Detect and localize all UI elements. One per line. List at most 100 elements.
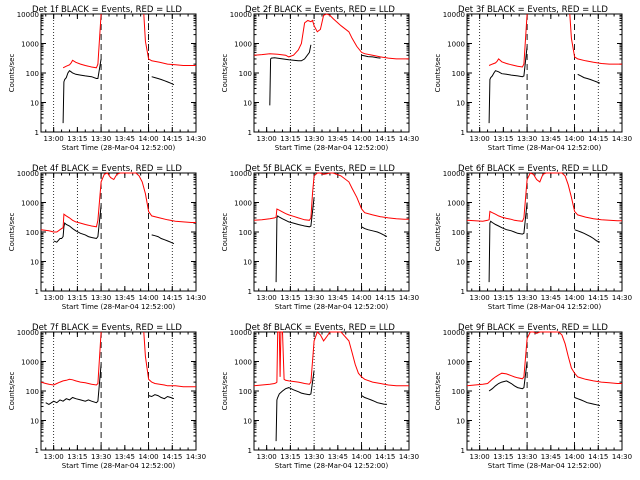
x-tick-label: 14:00 xyxy=(138,135,158,143)
y-axis-label: Counts/sec xyxy=(8,213,16,252)
y-tick-label: 10 xyxy=(30,100,39,108)
lld-series-line xyxy=(488,13,528,68)
x-tick-label: 14:15 xyxy=(375,135,395,143)
x-tick-label: 13:30 xyxy=(304,453,324,461)
x-tick-label: 14:15 xyxy=(375,453,395,461)
y-tick-label: 1 xyxy=(461,129,465,137)
y-tick-label: 10000 xyxy=(230,170,252,178)
events-series-line xyxy=(361,226,388,238)
events-series-line xyxy=(488,202,528,283)
x-tick-label: 14:15 xyxy=(375,294,395,302)
y-tick-label: 1000 xyxy=(447,359,465,367)
x-tick-label: 14:00 xyxy=(564,135,584,143)
plot-frame xyxy=(40,13,197,133)
panel-det-4f: Det 4f BLACK = Events, RED = LLD 1 10 100 10… xyxy=(8,164,206,311)
y-tick-label: 10 xyxy=(456,100,465,108)
y-tick-label: 10 xyxy=(243,259,252,267)
events-series-line xyxy=(275,197,315,283)
y-tick-label: 1 xyxy=(461,288,465,296)
y-tick-label: 100 xyxy=(239,388,252,396)
x-tick-label: 13:00 xyxy=(44,135,64,143)
x-tick-label: 14:00 xyxy=(138,453,158,461)
y-tick-label: 10 xyxy=(243,100,252,108)
x-tick-label: 13:45 xyxy=(328,294,348,302)
x-axis-label: Start Time (28-Mar-04 12:52:00) xyxy=(488,144,602,152)
y-tick-label: 100 xyxy=(452,70,465,78)
lld-series-line xyxy=(253,13,409,60)
y-tick-label: 1000 xyxy=(234,359,252,367)
y-tick-label: 10000 xyxy=(17,329,39,337)
y-tick-label: 10000 xyxy=(443,170,465,178)
x-tick-label: 14:30 xyxy=(186,294,206,302)
lld-series-line xyxy=(569,13,622,65)
x-tick-label: 13:00 xyxy=(257,453,277,461)
lld-series-line xyxy=(62,13,102,69)
x-tick-label: 14:30 xyxy=(399,294,419,302)
y-axis-label: Counts/sec xyxy=(221,213,229,252)
x-tick-label: 14:00 xyxy=(564,294,584,302)
x-axis-label: Start Time (28-Mar-04 12:52:00) xyxy=(488,462,602,470)
y-tick-label: 1 xyxy=(461,447,465,455)
x-tick-label: 14:30 xyxy=(186,453,206,461)
y-axis-label: Counts/sec xyxy=(434,372,442,411)
y-tick-label: 1 xyxy=(248,129,252,137)
events-series-line xyxy=(361,395,387,405)
x-axis-label: Start Time (28-Mar-04 12:52:00) xyxy=(488,303,602,311)
plot-frame xyxy=(466,13,623,133)
x-axis-label: Start Time (28-Mar-04 12:52:00) xyxy=(62,462,176,470)
y-axis-label: Counts/sec xyxy=(221,54,229,93)
x-tick-label: 14:30 xyxy=(186,135,206,143)
events-series-line xyxy=(275,370,315,442)
lld-series-line xyxy=(253,331,409,387)
y-tick-label: 10 xyxy=(456,418,465,426)
events-series-line xyxy=(151,76,175,86)
y-tick-label: 1000 xyxy=(234,200,252,208)
events-series-line xyxy=(151,234,175,245)
y-axis-label: Counts/sec xyxy=(434,54,442,93)
y-tick-label: 1000 xyxy=(447,200,465,208)
x-tick-label: 13:00 xyxy=(257,135,277,143)
events-series-line xyxy=(574,397,601,407)
panel-det-8f: Det 8f BLACK = Events, RED = LLD 1 10 100 10… xyxy=(221,323,419,470)
y-tick-label: 100 xyxy=(26,229,39,237)
x-tick-label: 14:30 xyxy=(612,294,632,302)
x-tick-label: 14:30 xyxy=(399,135,419,143)
x-tick-label: 13:45 xyxy=(541,294,561,302)
x-tick-label: 14:15 xyxy=(588,135,608,143)
x-tick-label: 13:15 xyxy=(280,135,300,143)
lld-series-line xyxy=(143,13,196,66)
y-tick-label: 1000 xyxy=(21,41,39,49)
events-series-line xyxy=(148,394,175,400)
x-tick-label: 13:15 xyxy=(67,135,87,143)
y-tick-label: 10000 xyxy=(17,170,39,178)
x-tick-label: 13:15 xyxy=(493,294,513,302)
x-tick-label: 13:30 xyxy=(304,135,324,143)
x-tick-label: 13:00 xyxy=(470,135,490,143)
plot-frame xyxy=(466,331,623,451)
y-tick-label: 10000 xyxy=(443,329,465,337)
x-tick-label: 14:15 xyxy=(162,135,182,143)
x-axis-label: Start Time (28-Mar-04 12:52:00) xyxy=(275,462,389,470)
panel-det-2f: Det 2f BLACK = Events, RED = LLD 1 10 100 10… xyxy=(221,5,419,152)
y-tick-label: 10000 xyxy=(230,11,252,19)
x-tick-label: 13:45 xyxy=(115,135,135,143)
x-tick-label: 14:30 xyxy=(399,453,419,461)
y-tick-label: 10000 xyxy=(230,329,252,337)
y-tick-label: 10000 xyxy=(443,11,465,19)
lld-series-line xyxy=(466,172,622,222)
plot-frame xyxy=(40,331,197,451)
y-tick-label: 1 xyxy=(35,129,39,137)
events-series-line xyxy=(361,54,381,59)
x-tick-label: 14:15 xyxy=(162,453,182,461)
x-tick-label: 14:15 xyxy=(162,294,182,302)
y-tick-label: 1000 xyxy=(21,200,39,208)
panel-title: Det 8f BLACK = Events, RED = LLD xyxy=(245,323,395,333)
y-tick-label: 100 xyxy=(452,229,465,237)
panel-title: Det 7f BLACK = Events, RED = LLD xyxy=(32,323,182,333)
x-tick-label: 13:30 xyxy=(91,135,111,143)
x-tick-label: 13:15 xyxy=(280,294,300,302)
panel-det-9f: Det 9f BLACK = Events, RED = LLD 1 10 100 10… xyxy=(434,323,632,470)
lld-series-line xyxy=(40,172,196,233)
panel-det-3f: Det 3f BLACK = Events, RED = LLD 1 10 100 10… xyxy=(434,5,632,152)
